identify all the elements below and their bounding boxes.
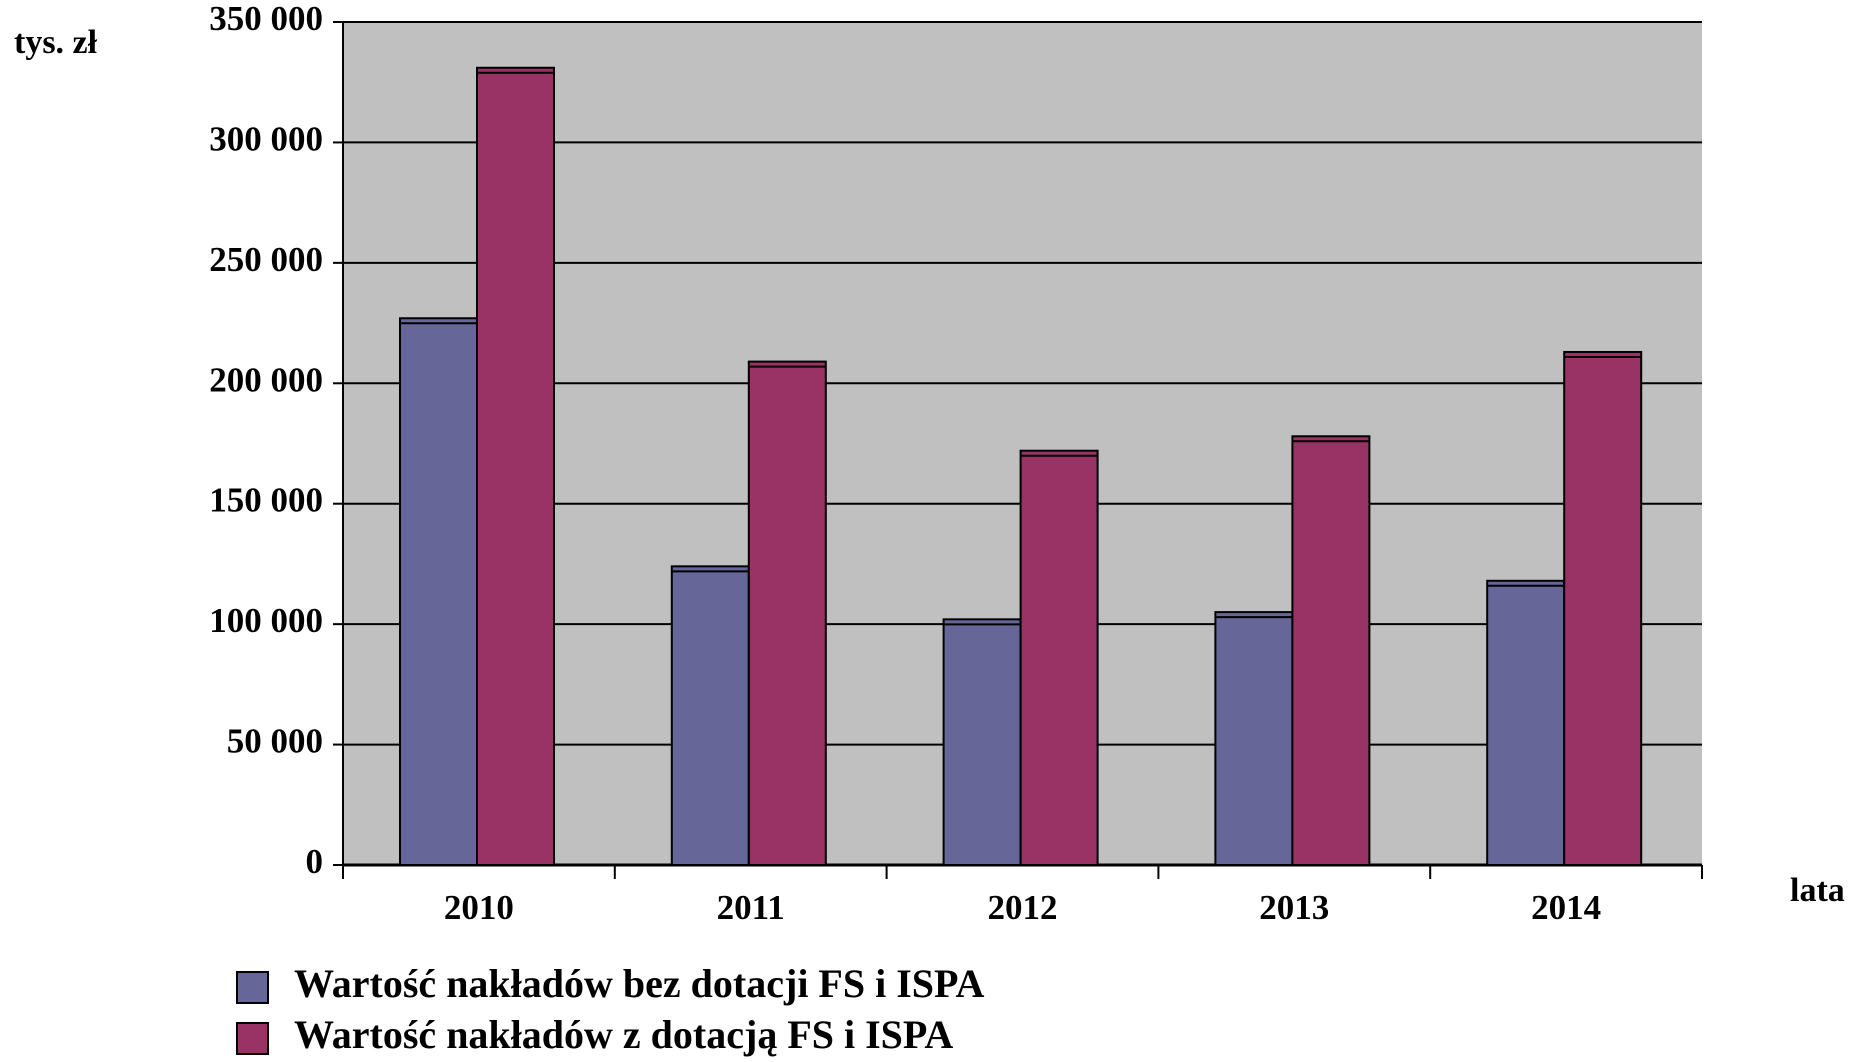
bar [747,360,827,866]
y-tick-label: 0 [306,842,324,881]
bar [942,618,1022,867]
bar [1019,449,1099,866]
y-tick-label: 300 000 [209,119,323,158]
y-tick-label: 250 000 [209,240,323,279]
x-tick-label: 2013 [1259,888,1329,927]
y-tick-label: 100 000 [209,601,323,640]
legend-label: Wartość nakładów bez dotacji FS i ISPA [294,961,985,1006]
x-tick-label: 2012 [988,888,1058,927]
legend-swatch [236,1022,269,1055]
x-tick-label: 2014 [1531,888,1601,927]
y-tick-label: 150 000 [209,481,323,520]
bar [1486,579,1566,866]
x-tick-label: 2011 [717,888,785,927]
legend-label: Wartość nakładów z dotacją FS i ISPA [294,1012,953,1057]
legend-swatch [236,971,269,1004]
y-axis-label: tys. zł [14,24,98,61]
y-tick-label: 350 000 [209,0,323,38]
bar [1563,350,1643,866]
bar [1291,435,1371,866]
bar [399,317,478,866]
bar [1214,611,1294,866]
x-axis-label: lata [1790,872,1845,909]
bar [476,66,555,866]
x-tick-label: 2010 [444,888,514,927]
bar [670,565,750,867]
y-tick-label: 200 000 [209,360,323,399]
y-tick-label: 50 000 [227,722,323,761]
